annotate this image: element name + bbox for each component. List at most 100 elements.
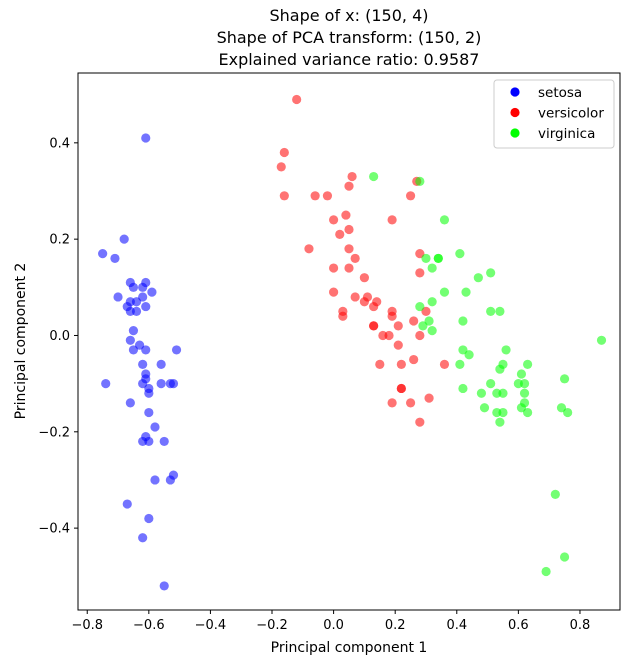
- legend-label-virginica: virginica: [538, 126, 595, 142]
- point-virginica-38: [479, 403, 490, 413]
- point-setosa-39: [144, 436, 154, 447]
- point-virginica-23: [501, 345, 511, 355]
- point-setosa-41: [150, 475, 160, 485]
- point-virginica-26: [495, 364, 505, 374]
- point-virginica-20: [596, 335, 607, 345]
- point-virginica-49: [541, 566, 551, 577]
- point-setosa-31: [165, 379, 175, 389]
- point-setosa-1: [98, 249, 108, 259]
- point-virginica-22: [464, 350, 474, 360]
- point-virginica-6: [427, 263, 437, 273]
- plot-area-frame: [77, 72, 621, 611]
- point-versicolor-6: [279, 191, 289, 201]
- x-axis: −0.8 −0.6 −0.4 −0.2 0.0 0.2 0.4 0.6 0.8: [71, 610, 590, 633]
- point-versicolor-50: [387, 398, 397, 408]
- point-virginica-12: [427, 297, 437, 307]
- x-tick-label: −0.4: [195, 618, 227, 633]
- point-versicolor-49: [405, 398, 416, 408]
- point-setosa-28: [138, 379, 148, 389]
- point-virginica-28: [516, 369, 527, 379]
- x-axis-label: Principal component 1: [271, 640, 428, 656]
- legend-label-setosa: setosa: [538, 85, 582, 101]
- point-setosa-8: [138, 282, 148, 292]
- chart-title-line-3: Explained variance ratio: 0.9587: [218, 50, 480, 69]
- point-virginica-15: [495, 306, 505, 316]
- point-versicolor-37: [393, 321, 403, 331]
- legend-label-versicolor: versicolor: [538, 106, 604, 122]
- legend-frame: [493, 79, 615, 149]
- point-setosa-40: [159, 436, 169, 447]
- point-versicolor-40: [415, 330, 425, 341]
- point-setosa-24: [156, 359, 166, 369]
- point-versicolor-42: [409, 354, 419, 365]
- point-versicolor-3: [347, 171, 357, 182]
- point-virginica-21: [458, 345, 468, 355]
- point-virginica-46: [495, 417, 505, 427]
- x-tick-label: −0.2: [256, 618, 288, 633]
- point-virginica-9: [486, 268, 496, 278]
- point-versicolor-45: [439, 359, 450, 369]
- point-setosa-33: [125, 398, 135, 408]
- legend-marker-setosa: [510, 87, 520, 97]
- point-virginica-33: [476, 388, 487, 398]
- point-virginica-42: [498, 407, 508, 418]
- point-setosa-43: [168, 470, 179, 480]
- point-versicolor-21: [415, 268, 425, 278]
- point-virginica-45: [563, 407, 573, 418]
- y-tick-label: 0.2: [49, 233, 70, 248]
- legend: setosa versicolor virginica: [493, 79, 615, 149]
- point-virginica-19: [427, 326, 437, 336]
- point-virginica-27: [523, 359, 533, 369]
- y-axis-label: Principal component 2: [13, 263, 29, 420]
- point-virginica-17: [458, 316, 468, 326]
- point-virginica-2: [439, 215, 450, 225]
- point-versicolor-41: [393, 340, 403, 350]
- y-tick-label: −0.4: [38, 522, 70, 537]
- point-versicolor-20: [344, 263, 354, 273]
- point-versicolor-48: [424, 393, 434, 403]
- point-virginica-13: [415, 301, 425, 312]
- point-virginica-29: [559, 374, 570, 384]
- x-tick-label: 0.6: [508, 618, 529, 633]
- point-setosa-47: [159, 581, 169, 591]
- point-setosa-46: [138, 533, 148, 543]
- point-virginica-10: [439, 287, 450, 297]
- points-layer: [98, 94, 607, 591]
- point-setosa-23: [138, 359, 148, 369]
- point-virginica-34: [513, 379, 523, 389]
- x-tick-label: 0.8: [570, 618, 591, 633]
- point-versicolor-51: [415, 417, 425, 427]
- y-tick-label: 0.4: [49, 136, 70, 151]
- point-versicolor-18: [415, 249, 425, 259]
- point-versicolor-13: [344, 224, 354, 235]
- point-versicolor-39: [384, 330, 394, 341]
- point-setosa-20: [128, 345, 139, 355]
- point-virginica-44: [523, 407, 533, 418]
- point-versicolor-26: [359, 297, 369, 307]
- point-versicolor-22: [359, 273, 369, 283]
- point-versicolor-2: [276, 162, 286, 172]
- point-setosa-27: [101, 379, 111, 389]
- point-virginica-32: [458, 383, 468, 394]
- point-versicolor-9: [405, 191, 416, 201]
- point-virginica-1: [415, 176, 425, 186]
- point-virginica-8: [473, 273, 483, 283]
- point-versicolor-15: [304, 244, 314, 254]
- point-versicolor-16: [344, 244, 354, 254]
- point-setosa-6: [113, 292, 123, 302]
- point-versicolor-17: [350, 253, 360, 264]
- point-virginica-47: [550, 489, 560, 500]
- point-virginica-11: [461, 287, 471, 297]
- point-versicolor-0: [292, 94, 302, 105]
- chart-title-line-2: Shape of PCA transform: (150, 2): [216, 28, 482, 47]
- point-setosa-34: [144, 388, 154, 398]
- point-versicolor-30: [338, 311, 348, 321]
- point-versicolor-47: [396, 383, 406, 394]
- point-setosa-12: [131, 297, 142, 307]
- point-setosa-17: [128, 326, 139, 336]
- point-virginica-7: [455, 249, 465, 259]
- point-setosa-45: [144, 513, 154, 524]
- point-virginica-40: [516, 403, 527, 413]
- point-versicolor-19: [329, 263, 339, 273]
